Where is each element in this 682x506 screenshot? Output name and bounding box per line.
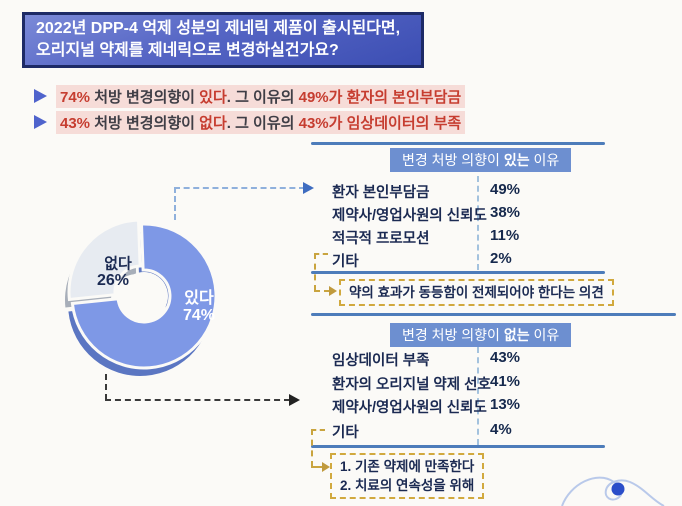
summary-tail: 43%가 임상데이터의 부족 (298, 114, 462, 132)
summary-mid: 처방 변경의향이 (90, 114, 200, 132)
note1-connector-bottom (314, 290, 330, 292)
table-yes-header-pre: 변경 처방 의향이 (402, 152, 504, 168)
table-no-header-em: 없는 (503, 327, 530, 343)
table-yes-bottom-rule (311, 271, 605, 274)
pie-label-yes: 있다 (184, 290, 214, 307)
table-row-value: 43% (490, 349, 521, 366)
summary-text-yes: 74% 처방 변경의향이 있다. 그 이유의 49%가 환자의 본인부담금 (56, 84, 466, 108)
question-title-box: 2022년 DPP-4 억제 성분의 제네릭 제품이 출시된다면, 오리지널 약… (22, 12, 424, 68)
pie-value-yes: 74% (182, 307, 216, 324)
table-row-label: 제약사/영업사원의 신뢰도 (332, 208, 487, 224)
table-row-label: 임상데이터 부족 (332, 353, 430, 369)
note-no-box: 1. 기존 약제에 만족한다 2. 치료의 연속성을 위해 (330, 453, 485, 499)
summary-verb: 없다 (199, 114, 227, 132)
summary-tail: 49%가 환자의 본인부담금 (298, 88, 462, 106)
bullet-triangle-icon (34, 115, 47, 129)
table-no-bottom-rule (311, 445, 605, 448)
table-yes-header: 변경 처방 의향이 있는 이유 (390, 148, 572, 172)
summary-mid2: . 그 이유의 (226, 88, 299, 106)
table-row-label: 적극적 프로모션 (332, 231, 430, 247)
question-title-line2: 오리지널 약제를 제네릭으로 변경하실건가요? (36, 42, 339, 59)
note2-connector-bottom (311, 466, 323, 468)
note-no-text-1: 1. 기존 약제에 만족한다 (340, 459, 475, 474)
table-row-label: 환자 본인부담금 (332, 185, 430, 201)
table-row-value: 13% (490, 396, 521, 413)
table-yes-header-post: 이유 (529, 152, 560, 168)
note-yes-text: 약의 효과가 동등함이 전제되어야 한다는 의견 (349, 285, 604, 300)
note-yes-box: 약의 효과가 동등함이 전제되어야 한다는 의견 (339, 279, 614, 306)
connector-yes-arrow-icon (303, 182, 314, 194)
summary-mid2: . 그 이유의 (226, 114, 299, 132)
summary-verb: 있다 (199, 88, 227, 106)
connector-yes-vertical (174, 187, 176, 220)
table-row-value: 4% (490, 421, 512, 438)
pie-value-no: 26% (96, 272, 130, 289)
table-row-label: 기타 (332, 425, 359, 441)
summary-pct: 74% (60, 88, 91, 106)
table-row-value: 2% (490, 250, 512, 267)
note-no-text-2: 2. 치료의 연속성을 위해 (340, 478, 475, 493)
table-no-header: 변경 처방 의향이 없는 이유 (390, 323, 572, 347)
summary-text-no: 43% 처방 변경의향이 없다. 그 이유의 43%가 임상데이터의 부족 (56, 110, 466, 134)
connector-no-horizontal (105, 399, 290, 401)
table-row-label: 제약사/영업사원의 신뢰도 (332, 400, 487, 416)
donut-chart (65, 218, 218, 376)
connector-no-vertical (105, 374, 107, 400)
summary-pct: 43% (60, 114, 91, 132)
donut-hole (120, 272, 168, 320)
note1-connector-vertical (314, 253, 316, 291)
table-no-header-post: 이유 (529, 327, 560, 343)
note2-connector-arrow-icon (322, 462, 330, 472)
stethoscope-doodle-icon (561, 476, 665, 506)
table-row-label: 환자의 오리지널 약제 선호 (332, 377, 491, 393)
table-yes-header-em: 있는 (503, 152, 530, 168)
connector-yes-horizontal (174, 187, 305, 189)
table-no-column-divider (477, 347, 479, 445)
table-no-header-pre: 변경 처방 의향이 (402, 327, 504, 343)
question-title-line1: 2022년 DPP-4 억제 성분의 제네릭 제품이 출시된다면, (36, 20, 401, 37)
connector-no-arrow-icon (289, 394, 300, 406)
note2-connector-vertical (311, 429, 313, 467)
donut-slice-yes (70, 222, 218, 370)
bullet-triangle-icon (34, 89, 47, 103)
table-yes-column-divider (477, 176, 479, 270)
summary-mid: 처방 변경의향이 (90, 88, 200, 106)
table-row-value: 38% (490, 204, 521, 221)
note1-connector-top (314, 253, 328, 255)
table-yes-top-rule (311, 142, 605, 145)
table-row-value: 11% (490, 227, 520, 244)
note1-connector-arrow-icon (329, 286, 337, 296)
note2-connector-top (311, 429, 325, 431)
pie-label-no: 없다 (104, 255, 132, 273)
table-row-value: 41% (490, 373, 521, 390)
summary-bullet-no: 43% 처방 변경의향이 없다. 그 이유의 43%가 임상데이터의 부족 (34, 110, 466, 134)
table-row-value: 49% (490, 181, 521, 198)
table-row-label: 기타 (332, 254, 359, 270)
table-no-top-rule (311, 313, 676, 316)
summary-bullet-yes: 74% 처방 변경의향이 있다. 그 이유의 49%가 환자의 본인부담금 (34, 84, 466, 108)
donut-slice-no (67, 218, 142, 302)
